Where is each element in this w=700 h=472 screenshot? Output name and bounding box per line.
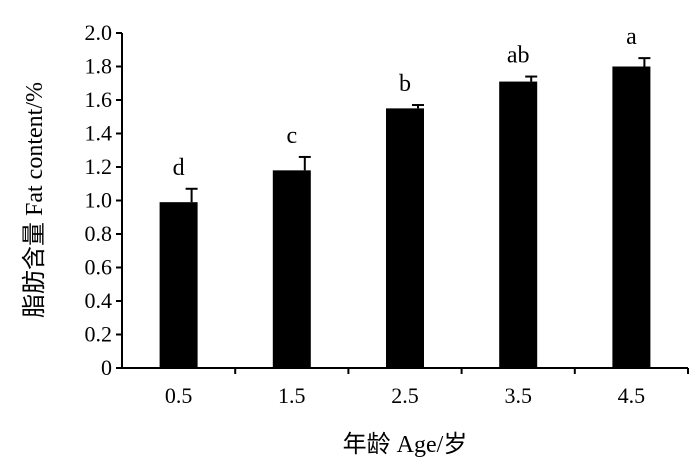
bars: d c b ab a	[159, 24, 651, 368]
x-tick-label: 2.5	[391, 383, 419, 408]
y-tick-label: 0.8	[85, 221, 113, 246]
y-tick-label: 1.6	[85, 87, 113, 112]
x-tick-label: 3.5	[504, 383, 532, 408]
significance-label: d	[173, 155, 185, 181]
bar	[159, 202, 198, 368]
y-axis: 0 0.2 0.4 0.6 0.8 1.0 1.2 1.4 1.6 1.8 2.0	[85, 20, 123, 380]
y-tick-label: 0.4	[85, 288, 113, 313]
bar	[499, 81, 538, 368]
y-axis-title: 脂肪含量 Fat content/%	[21, 82, 48, 318]
significance-label: a	[626, 24, 637, 50]
bar	[386, 108, 424, 368]
y-tick-label: 2.0	[85, 20, 113, 45]
x-axis-title: 年龄 Age/岁	[343, 431, 468, 458]
significance-label: ab	[507, 43, 530, 69]
bar	[272, 170, 311, 368]
bar	[612, 66, 651, 368]
significance-label: c	[286, 123, 297, 149]
significance-label: b	[399, 71, 411, 97]
x-tick-label: 4.5	[618, 383, 646, 408]
y-tick-label: 1.4	[85, 121, 113, 146]
y-tick-label: 0.6	[85, 255, 113, 280]
y-tick-label: 1.0	[85, 188, 113, 213]
y-tick-label: 1.8	[85, 54, 113, 79]
y-tick-label: 0.2	[85, 322, 113, 347]
x-axis: 0.5 1.5 2.5 3.5 4.5	[122, 367, 689, 408]
x-tick-label: 1.5	[278, 383, 306, 408]
y-tick-label: 1.2	[85, 154, 113, 179]
y-tick-label: 0	[101, 355, 112, 380]
x-tick-label: 0.5	[165, 383, 193, 408]
